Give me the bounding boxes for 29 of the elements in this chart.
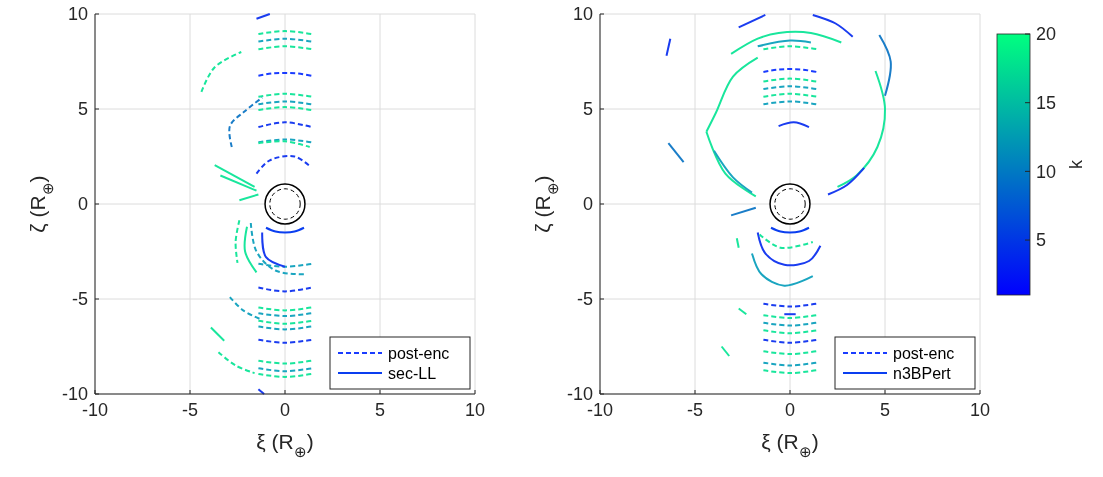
color-bar-label: 15: [1036, 92, 1057, 113]
y-tick-label: 10: [67, 4, 88, 25]
x-tick-label: 10: [969, 400, 991, 420]
legend-label: post-enc: [388, 344, 450, 362]
y-tick-label: 5: [582, 99, 593, 120]
legend-label: n3BPert: [893, 364, 952, 382]
y-tick-label: 0: [582, 194, 593, 215]
y-tick-label: -10: [61, 384, 88, 405]
y-tick-label: 5: [77, 99, 88, 120]
legend-label: post-enc: [893, 344, 955, 362]
x-tick-label: -5: [181, 400, 199, 420]
y-tick-label: -5: [71, 289, 88, 310]
x-axis-title: ξ (R$_{⊕}$): [256, 430, 314, 460]
y-tick-label: 10: [572, 4, 593, 25]
x-tick-label: -5: [686, 400, 704, 420]
x-tick-label: 10: [464, 400, 486, 420]
x-tick-label: 5: [879, 400, 891, 420]
y-tick-label: -10: [566, 384, 593, 405]
color-bar-label: 20: [1036, 24, 1057, 45]
x-tick-label: 0: [784, 400, 796, 420]
color-bar-label: 5: [1036, 230, 1047, 251]
x-tick-label: 0: [279, 400, 291, 420]
color-bar-label: 10: [1036, 161, 1057, 182]
x-tick-label: 5: [374, 400, 386, 420]
x-axis-title: ξ (R$_{⊕}$): [761, 430, 819, 460]
color-bar-title: k: [1066, 159, 1086, 169]
y-tick-label: -5: [576, 289, 593, 310]
legend-label: sec-LL: [388, 364, 437, 382]
y-tick-label: 0: [77, 194, 88, 215]
